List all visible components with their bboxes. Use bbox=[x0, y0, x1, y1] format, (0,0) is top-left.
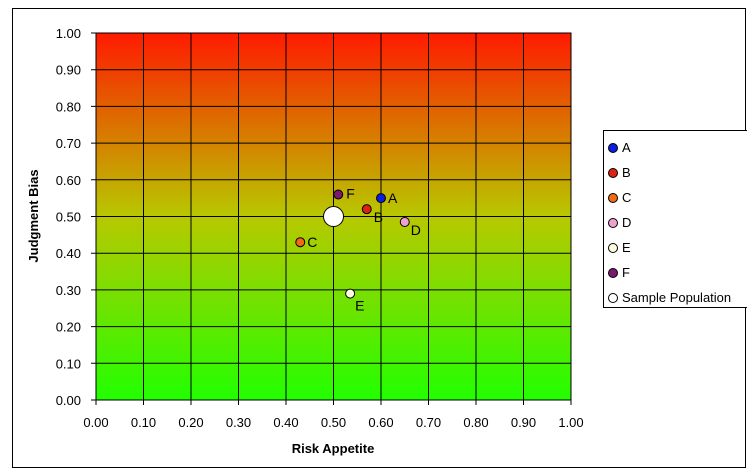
x-tick-label: 0.40 bbox=[273, 415, 298, 430]
y-axis-title: Judgment Bias bbox=[26, 169, 41, 262]
legend-label: C bbox=[622, 190, 632, 205]
legend-item: E bbox=[604, 235, 747, 260]
data-point bbox=[323, 206, 344, 227]
data-label: F bbox=[346, 185, 355, 201]
legend-item: D bbox=[604, 210, 747, 235]
legend-item: Sample Population bbox=[604, 285, 747, 310]
data-point bbox=[295, 237, 306, 248]
data-point bbox=[361, 204, 372, 215]
data-point bbox=[333, 189, 344, 200]
x-tick-label: 0.10 bbox=[131, 415, 156, 430]
data-label: A bbox=[388, 190, 398, 206]
data-label: E bbox=[355, 298, 364, 314]
legend-label: E bbox=[622, 240, 631, 255]
data-label: B bbox=[374, 209, 383, 225]
legend-marker-icon bbox=[608, 167, 618, 178]
x-tick-labels: 0.00 0.10 0.20 0.30 0.40 0.50 0.60 0.70 0.80 0.90… bbox=[83, 415, 583, 430]
grid-lines bbox=[91, 32, 572, 405]
x-tick-label: 0.60 bbox=[368, 415, 393, 430]
data-point bbox=[399, 217, 410, 228]
y-tick-label: 0.20 bbox=[56, 320, 81, 335]
data-point bbox=[376, 193, 386, 204]
legend-item: C bbox=[604, 185, 747, 210]
y-tick-label: 0.50 bbox=[56, 210, 81, 225]
legend-item: F bbox=[604, 260, 747, 285]
y-tick-label: 0.10 bbox=[56, 356, 81, 371]
y-tick-label: 0.70 bbox=[56, 136, 81, 151]
y-tick-label: 1.00 bbox=[56, 26, 81, 41]
legend-label: Sample Population bbox=[622, 290, 732, 305]
legend-marker-icon bbox=[608, 267, 618, 278]
legend-label: F bbox=[622, 265, 630, 280]
data-points: AB C D E F bbox=[295, 185, 421, 314]
legend-label: A bbox=[622, 140, 631, 155]
data-point bbox=[345, 288, 356, 299]
y-tick-label: 0.00 bbox=[56, 393, 81, 408]
legend: A B C D E F Sample Population bbox=[603, 130, 747, 308]
legend-marker-icon bbox=[608, 292, 618, 303]
x-axis-title: Risk Appetite bbox=[292, 441, 375, 456]
y-tick-label: 0.60 bbox=[56, 173, 81, 188]
legend-marker-icon bbox=[608, 217, 618, 228]
y-tick-label: 0.30 bbox=[56, 283, 81, 298]
y-tick-label: 0.80 bbox=[56, 99, 81, 114]
x-tick-label: 0.00 bbox=[83, 415, 108, 430]
legend-item: A bbox=[604, 135, 747, 160]
y-tick-label: 0.90 bbox=[56, 63, 81, 78]
x-tick-label: 1.00 bbox=[558, 415, 583, 430]
y-tick-label: 0.40 bbox=[56, 246, 81, 261]
x-tick-label: 0.20 bbox=[178, 415, 203, 430]
legend-marker-icon bbox=[608, 142, 618, 153]
legend-marker-icon bbox=[608, 242, 618, 253]
x-tick-label: 0.30 bbox=[226, 415, 251, 430]
legend-marker-icon bbox=[608, 192, 618, 203]
x-tick-label: 0.90 bbox=[511, 415, 536, 430]
x-tick-label: 0.80 bbox=[463, 415, 488, 430]
legend-label: D bbox=[622, 215, 632, 230]
x-tick-label: 0.50 bbox=[321, 415, 346, 430]
legend-item: B bbox=[604, 160, 747, 185]
legend-label: B bbox=[622, 165, 631, 180]
x-tick-label: 0.70 bbox=[416, 415, 441, 430]
data-label: C bbox=[307, 234, 317, 250]
y-tick-labels: 0.00 0.10 0.20 0.30 0.40 0.50 0.60 0.70 0.80 0.90… bbox=[56, 26, 81, 408]
data-label: D bbox=[411, 222, 421, 238]
